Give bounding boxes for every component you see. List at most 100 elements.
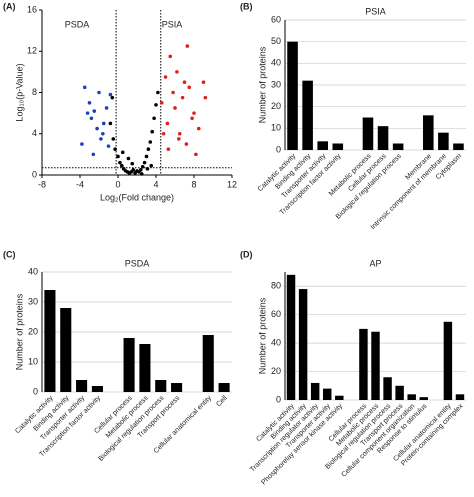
point (101, 121, 106, 126)
bar (44, 290, 56, 392)
y-tick-label: 60 (271, 14, 281, 24)
bar (302, 80, 313, 150)
x-tick-label: 12 (227, 179, 237, 189)
bar (359, 328, 368, 400)
point (144, 154, 149, 159)
point (175, 70, 179, 74)
point (101, 131, 105, 136)
bar (298, 289, 308, 400)
point (111, 137, 116, 141)
point (80, 142, 84, 146)
bar (407, 394, 416, 400)
y-tick-label: 30 (271, 79, 281, 89)
point (108, 92, 113, 97)
y-tick-label: 20 (271, 366, 281, 376)
bar (423, 115, 434, 150)
x-tick-label: 4 (153, 179, 158, 189)
y-tick-label: 12 (27, 46, 37, 56)
point (190, 116, 194, 121)
y-tick-label: 40 (271, 58, 281, 68)
point (97, 90, 101, 95)
point (180, 95, 185, 100)
point (171, 90, 175, 95)
point (150, 129, 154, 134)
chart-title: AP (369, 258, 381, 268)
bar (395, 385, 404, 400)
point (165, 121, 170, 126)
x-axis-label: Log₂(Fold change) (100, 192, 174, 202)
bar (310, 382, 320, 400)
x-tick-label: -4 (76, 179, 84, 189)
point (184, 142, 189, 146)
point (139, 168, 143, 172)
point (187, 85, 192, 90)
y-tick-label: 30 (28, 296, 38, 306)
point (185, 44, 190, 48)
bar (362, 117, 374, 150)
point (145, 167, 150, 171)
point (91, 152, 96, 157)
point (130, 161, 135, 166)
y-tick-label: 0 (276, 394, 281, 404)
point (156, 90, 160, 95)
y-tick-label: 0 (33, 386, 38, 396)
point (89, 116, 94, 121)
point (159, 101, 164, 105)
point (104, 106, 109, 110)
x-tick-label: 8 (191, 179, 196, 189)
bar (383, 377, 392, 400)
point (108, 121, 113, 126)
point (106, 144, 111, 148)
point (163, 75, 168, 79)
point (152, 116, 156, 121)
point (192, 111, 196, 115)
point (120, 150, 125, 155)
point (146, 147, 151, 152)
bar (155, 380, 167, 392)
y-tick-label: 20 (28, 326, 38, 336)
bar (171, 383, 183, 392)
point (126, 156, 131, 161)
bar (392, 143, 404, 150)
point (85, 111, 90, 115)
bar (455, 394, 465, 400)
bar (218, 383, 230, 392)
y-tick-label: 80 (271, 281, 281, 291)
point (140, 164, 145, 169)
y-tick-label: 40 (28, 266, 38, 276)
chart-title: PSIA (365, 6, 386, 16)
point (87, 101, 92, 105)
x-tick-label: 0 (115, 179, 120, 189)
bar (76, 380, 88, 392)
point (148, 140, 153, 144)
bar (91, 386, 103, 392)
x-tick-label: Intrinsic component of membrane (370, 153, 448, 231)
point (161, 131, 166, 136)
y-tick-label: 16 (27, 4, 37, 14)
bar (287, 41, 298, 150)
point (113, 147, 117, 152)
point (194, 152, 198, 157)
y-tick-label: 40 (271, 337, 281, 347)
point (177, 137, 181, 141)
point (116, 154, 120, 159)
point (95, 126, 99, 131)
point (168, 54, 173, 59)
y-tick-label: 0 (32, 169, 37, 179)
point (177, 131, 182, 136)
bar (438, 132, 449, 150)
point (139, 172, 144, 176)
panel-label: (D) (240, 249, 253, 259)
bar (139, 344, 151, 392)
annotation: PSDA (65, 19, 90, 29)
point (142, 160, 147, 165)
panel-label: (C) (3, 249, 16, 259)
point (182, 80, 187, 84)
y-tick-label: 0 (276, 144, 281, 154)
y-tick-label: 50 (271, 36, 281, 46)
bar (377, 126, 389, 150)
y-axis-label: Number of proteins (257, 46, 267, 123)
point (82, 85, 87, 90)
point (99, 137, 103, 141)
